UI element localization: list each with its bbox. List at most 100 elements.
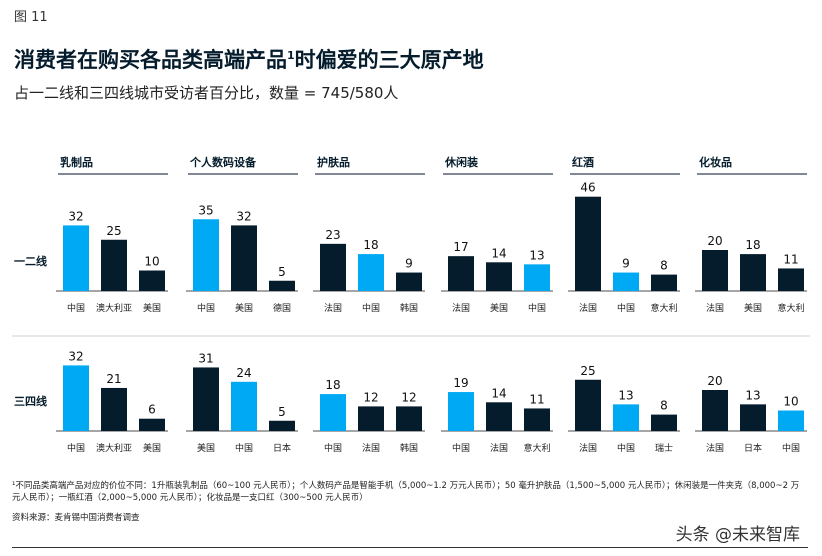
bar [63, 225, 89, 291]
bar [740, 404, 766, 431]
bar [139, 418, 165, 431]
bar-label: 法国 [706, 302, 724, 314]
bar [702, 250, 728, 291]
data-label: 25 [106, 224, 121, 238]
figure-label: 图 11 [14, 10, 48, 25]
bar-label: 韩国 [400, 442, 418, 454]
bar-label: 美国 [197, 442, 215, 454]
bar [778, 410, 804, 431]
data-label: 18 [363, 238, 378, 252]
data-label: 10 [783, 395, 798, 409]
bar [651, 274, 677, 291]
data-label: 13 [618, 388, 633, 402]
bar-label: 日本 [273, 442, 291, 454]
data-label: 23 [325, 228, 340, 242]
bar [486, 402, 512, 431]
bar-label: 中国 [362, 302, 380, 314]
bar [63, 365, 89, 431]
bar [524, 264, 550, 291]
source-note: 资料来源：麦肯锡中国消费者调查 [12, 513, 140, 523]
bar-label: 法国 [452, 302, 470, 314]
bar [101, 239, 127, 291]
data-label: 32 [68, 349, 83, 363]
category-header: 个人数码设备 [189, 155, 257, 169]
bar [320, 394, 346, 431]
data-label: 19 [453, 376, 468, 390]
bar [231, 381, 257, 431]
row-label: 三四线 [14, 394, 47, 408]
bar-label: 意大利 [777, 302, 804, 314]
data-label: 8 [660, 259, 668, 273]
data-label: 35 [198, 203, 213, 217]
bar [101, 387, 127, 431]
bar [320, 243, 346, 291]
data-label: 20 [707, 374, 722, 388]
data-label: 12 [401, 390, 416, 404]
data-label: 11 [529, 392, 544, 406]
bar-label: 美国 [235, 302, 253, 314]
bar-label: 美国 [143, 302, 161, 314]
bar-label: 意大利 [650, 302, 677, 314]
data-label: 31 [198, 351, 213, 365]
category-header: 化妆品 [699, 155, 732, 169]
data-label: 14 [491, 246, 506, 260]
data-label: 24 [236, 366, 251, 380]
bar [524, 408, 550, 431]
data-label: 13 [529, 248, 544, 262]
bar-label: 法国 [362, 442, 380, 454]
bar [193, 367, 219, 431]
bar-label: 法国 [324, 302, 342, 314]
data-label: 32 [236, 209, 251, 223]
bar [193, 219, 219, 291]
bar [358, 406, 384, 431]
bar-label: 法国 [706, 442, 724, 454]
data-label: 12 [363, 390, 378, 404]
bar-label: 澳大利亚 [96, 442, 132, 454]
data-label: 5 [278, 265, 286, 279]
category-header: 休闲装 [444, 155, 478, 169]
bar-label: 中国 [452, 442, 470, 454]
bar-label: 中国 [67, 442, 85, 454]
bar-label: 德国 [273, 302, 291, 314]
bar [778, 268, 804, 291]
bar [448, 256, 474, 291]
bar-label: 法国 [579, 442, 597, 454]
bar [396, 406, 422, 431]
data-label: 9 [622, 257, 630, 271]
bar [575, 196, 601, 291]
data-label: 18 [325, 378, 340, 392]
data-label: 8 [660, 399, 668, 413]
bar [613, 404, 639, 431]
bar-label: 中国 [528, 302, 546, 314]
bar [358, 254, 384, 291]
data-label: 11 [783, 252, 798, 266]
footnote: ¹不同品类高端产品对应的价位不同：1升瓶装乳制品（60~100 元人民币）；个人… [12, 481, 800, 503]
title-text: 消费者在购买各品类高端产品 [14, 48, 287, 72]
data-label: 5 [278, 405, 286, 419]
bar [613, 272, 639, 291]
data-label: 18 [745, 238, 760, 252]
data-label: 9 [405, 257, 413, 271]
bar [448, 392, 474, 431]
data-label: 32 [68, 209, 83, 223]
category-header: 乳制品 [60, 155, 93, 169]
data-label: 25 [580, 364, 595, 378]
bar-label: 意大利 [523, 442, 550, 454]
title-footnote-mark: 1 [287, 49, 295, 62]
bar [651, 414, 677, 431]
bar [269, 420, 295, 431]
bar [702, 390, 728, 431]
bar-label: 中国 [197, 302, 215, 314]
bar-label: 中国 [67, 302, 85, 314]
bar-label: 中国 [324, 442, 342, 454]
bar-label: 中国 [617, 302, 635, 314]
data-label: 46 [580, 181, 595, 195]
chart-subtitle: 占一二线和三四线城市受访者百分比，数量 = 745/580人 [14, 84, 399, 102]
data-label: 21 [106, 372, 121, 386]
bar-label: 中国 [782, 442, 800, 454]
bar [740, 254, 766, 291]
chart-title: 消费者在购买各品类高端产品1时偏爱的三大原产地 [14, 44, 484, 74]
bar-label: 美国 [143, 442, 161, 454]
data-label: 13 [745, 388, 760, 402]
